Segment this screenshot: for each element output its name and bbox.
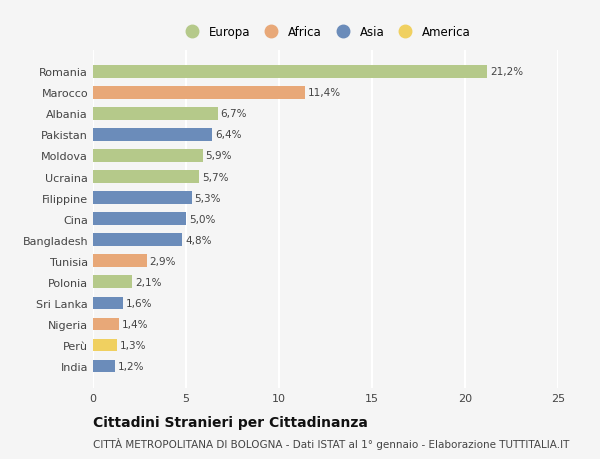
Text: 21,2%: 21,2% — [490, 67, 523, 77]
Text: 1,3%: 1,3% — [120, 340, 146, 350]
Text: 6,4%: 6,4% — [215, 130, 241, 140]
Text: 5,9%: 5,9% — [206, 151, 232, 161]
Text: 2,9%: 2,9% — [150, 256, 176, 266]
Text: 5,7%: 5,7% — [202, 172, 229, 182]
Bar — [93, 234, 182, 246]
Text: 6,7%: 6,7% — [220, 109, 247, 119]
Bar — [93, 360, 115, 373]
Bar — [93, 108, 218, 120]
Legend: Europa, Africa, Asia, America: Europa, Africa, Asia, America — [177, 22, 474, 43]
Text: 1,4%: 1,4% — [122, 319, 148, 329]
Bar — [93, 255, 147, 268]
Bar — [93, 339, 117, 352]
Text: Cittadini Stranieri per Cittadinanza: Cittadini Stranieri per Cittadinanza — [93, 415, 368, 429]
Text: 5,0%: 5,0% — [189, 214, 215, 224]
Text: 5,3%: 5,3% — [194, 193, 221, 203]
Bar — [93, 150, 203, 162]
Text: 4,8%: 4,8% — [185, 235, 212, 245]
Text: 1,2%: 1,2% — [118, 361, 145, 371]
Text: 11,4%: 11,4% — [308, 88, 341, 98]
Text: CITTÀ METROPOLITANA DI BOLOGNA - Dati ISTAT al 1° gennaio - Elaborazione TUTTITA: CITTÀ METROPOLITANA DI BOLOGNA - Dati IS… — [93, 437, 569, 449]
Bar — [93, 192, 191, 204]
Bar — [93, 87, 305, 100]
Text: 1,6%: 1,6% — [125, 298, 152, 308]
Bar — [93, 213, 186, 225]
Bar — [93, 297, 123, 309]
Bar — [93, 129, 212, 141]
Bar — [93, 276, 132, 289]
Bar — [93, 171, 199, 184]
Text: 2,1%: 2,1% — [135, 277, 161, 287]
Bar — [93, 66, 487, 78]
Bar — [93, 318, 119, 330]
